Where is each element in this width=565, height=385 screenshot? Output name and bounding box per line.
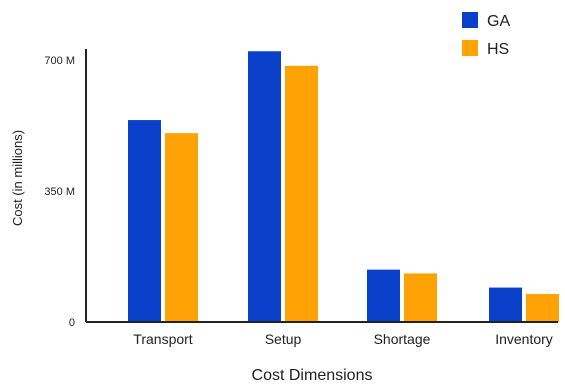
y-axis-title: Cost (in millions) (10, 130, 25, 226)
legend-label-ga: GA (487, 13, 510, 30)
legend-swatch-ga (462, 12, 478, 28)
bar-hs-inventory (526, 293, 559, 322)
bar-ga-transport (128, 120, 161, 322)
bar-ga-shortage (367, 269, 400, 322)
x-tick-label: Inventory (495, 331, 553, 347)
bar-hs-transport (165, 133, 198, 322)
bar-ga-inventory (489, 287, 522, 322)
y-tick-label: 700 M (44, 55, 75, 67)
legend: GA HS (462, 12, 510, 58)
bar-hs-setup (285, 65, 318, 322)
y-axis-ticks: 0 350 M 700 M (44, 55, 75, 329)
x-axis-title: Cost Dimensions (252, 367, 373, 384)
legend-label-hs: HS (487, 41, 509, 58)
x-tick-label: Transport (133, 331, 193, 347)
x-tick-label: Setup (265, 331, 302, 347)
bars (128, 51, 559, 322)
y-tick-label: 350 M (44, 186, 75, 198)
bar-hs-shortage (404, 273, 437, 322)
legend-swatch-hs (462, 40, 478, 56)
y-tick-label: 0 (69, 317, 75, 329)
x-tick-label: Shortage (374, 331, 431, 347)
x-axis-tick-labels: Transport Setup Shortage Inventory (133, 331, 552, 347)
bar-ga-setup (248, 51, 281, 322)
